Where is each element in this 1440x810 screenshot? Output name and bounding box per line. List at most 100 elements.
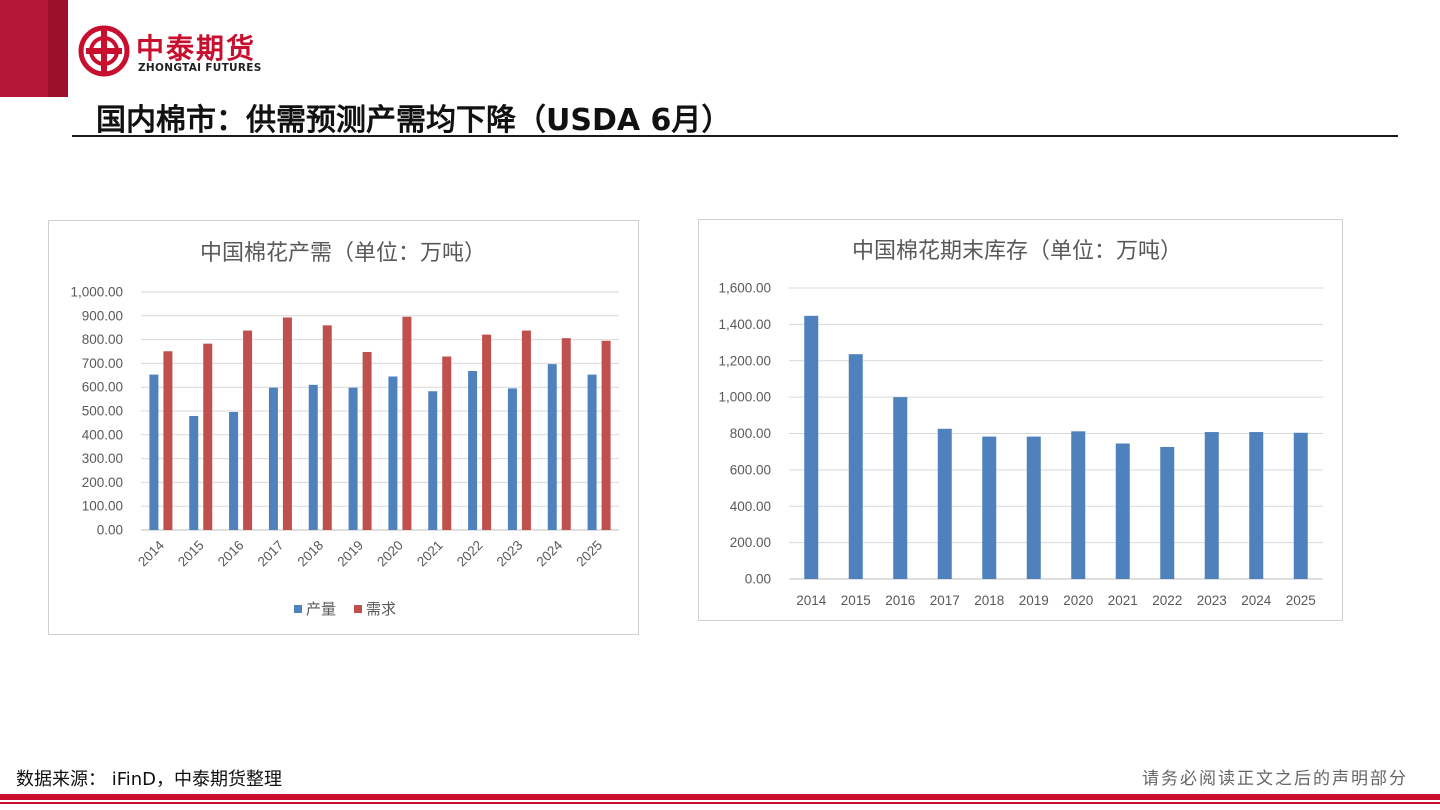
bar-产量-2024 [547, 364, 557, 530]
x-tick-label: 2016 [885, 593, 915, 608]
bar-产量-2025 [587, 374, 597, 530]
company-logo: 中泰期货 ZHONGTAI FUTURES [78, 25, 298, 81]
x-tick-label: 2018 [295, 538, 327, 570]
ending-stocks-chart-svg: 中国棉花期末库存（单位：万吨） 0.00 200.00 400.00 600.00 800… [718, 239, 1323, 608]
x-tick-label: 2020 [1063, 593, 1093, 608]
bar-series-2017 [937, 428, 952, 579]
bar-series-2024 [1249, 432, 1264, 579]
bar-需求-2015 [203, 343, 213, 530]
y-tick-label: 200.00 [730, 535, 771, 550]
bar-需求-2025 [601, 340, 611, 530]
x-tick-label: 2025 [1286, 593, 1316, 608]
title-underline [72, 135, 1398, 137]
x-tick-label: 2021 [1108, 593, 1138, 608]
bar-需求-2022 [482, 334, 492, 530]
y-tick-label: 500.00 [82, 404, 123, 419]
bar-series-2015 [848, 354, 863, 579]
x-tick-label: 2024 [534, 537, 566, 569]
y-tick-label: 600.00 [730, 462, 771, 477]
bar-series-2016 [893, 397, 908, 579]
header-accent-bar-dark [48, 0, 68, 97]
bar-series-2022 [1160, 446, 1175, 579]
page-title: 国内棉市：供需预测产需均下降（USDA 6月） [96, 103, 732, 138]
x-tick-label: 2016 [215, 538, 247, 570]
bar-需求-2023 [521, 330, 531, 530]
chart-title: 中国棉花产需（单位：万吨） [200, 241, 486, 266]
y-tick-label: 1,000.00 [70, 285, 123, 300]
y-tick-label: 800.00 [82, 332, 123, 347]
bar-产量-2019 [348, 387, 358, 530]
legend-swatch [294, 605, 302, 613]
legend-swatch [354, 605, 362, 613]
y-tick-label: 0.00 [97, 523, 123, 538]
chart-title: 中国棉花期末库存（单位：万吨） [852, 239, 1182, 264]
bar-需求-2016 [243, 330, 253, 530]
bar-产量-2022 [468, 371, 478, 530]
y-tick-label: 400.00 [730, 499, 771, 514]
y-tick-label: 1,000.00 [718, 390, 771, 405]
y-tick-label: 0.00 [745, 572, 771, 587]
bar-产量-2020 [388, 376, 398, 530]
y-tick-label: 300.00 [82, 451, 123, 466]
x-tick-label: 2024 [1241, 593, 1272, 608]
ending-stocks-chart: 中国棉花期末库存（单位：万吨） 0.00 200.00 400.00 600.00 800… [698, 219, 1343, 621]
bar-需求-2018 [322, 325, 332, 530]
bar-需求-2019 [362, 351, 372, 530]
y-tick-label: 600.00 [82, 380, 123, 395]
x-tick-label: 2022 [454, 538, 486, 570]
data-source-note: 数据来源： iFinD，中泰期货整理 [16, 769, 283, 790]
y-tick-label: 1,600.00 [718, 281, 771, 296]
production-demand-chart-svg: 中国棉花产需（单位：万吨） 0.00 100.00 200.00 300.00 400.0… [70, 241, 619, 618]
footer-accent-bar [0, 794, 1440, 800]
bar-series-2018 [982, 436, 997, 579]
bar-需求-2024 [561, 338, 571, 530]
bar-需求-2020 [402, 316, 412, 530]
bar-series-2023 [1204, 432, 1219, 579]
x-tick-label: 2014 [135, 537, 167, 569]
bar-产量-2014 [149, 374, 159, 530]
x-tick-label: 2019 [334, 538, 366, 570]
bar-series-2025 [1293, 432, 1308, 579]
x-tick-label: 2025 [573, 538, 605, 570]
y-tick-label: 400.00 [82, 427, 123, 442]
zhongtai-logo-icon [78, 25, 130, 77]
x-tick-label: 2018 [974, 593, 1004, 608]
x-tick-label: 2019 [1019, 593, 1049, 608]
disclaimer-note: 请务必阅读正文之后的声明部分 [1142, 769, 1408, 789]
y-tick-label: 800.00 [730, 426, 771, 441]
y-tick-label: 1,200.00 [718, 353, 771, 368]
bar-产量-2017 [268, 387, 278, 530]
y-tick-label: 700.00 [82, 356, 123, 371]
x-tick-label: 2015 [175, 538, 207, 570]
x-tick-label: 2023 [1197, 593, 1227, 608]
bar-需求-2017 [282, 317, 292, 530]
y-tick-label: 100.00 [82, 499, 123, 514]
bar-series-2014 [804, 315, 819, 579]
logo-english-text: ZHONGTAI FUTURES [138, 62, 262, 74]
y-tick-label: 1,400.00 [718, 317, 771, 332]
bar-series-2019 [1026, 436, 1041, 579]
x-tick-label: 2021 [414, 538, 446, 570]
bar-产量-2018 [308, 384, 318, 530]
production-demand-chart: 中国棉花产需（单位：万吨） 0.00 100.00 200.00 300.00 400.0… [48, 220, 639, 635]
bar-需求-2014 [163, 351, 173, 530]
bar-产量-2015 [189, 415, 199, 530]
y-tick-label: 900.00 [82, 308, 123, 323]
footer-accent-line [0, 802, 1440, 804]
x-tick-label: 2023 [494, 538, 526, 570]
bar-需求-2021 [442, 356, 452, 530]
x-tick-label: 2017 [930, 593, 960, 608]
bar-产量-2016 [229, 411, 239, 530]
legend-label: 产量 [306, 600, 336, 618]
y-tick-label: 200.00 [82, 475, 123, 490]
x-tick-label: 2022 [1152, 593, 1182, 608]
bar-产量-2023 [507, 388, 517, 530]
bar-产量-2021 [428, 391, 438, 530]
bar-series-2021 [1115, 443, 1130, 579]
x-tick-label: 2020 [374, 538, 406, 570]
x-tick-label: 2017 [255, 538, 287, 570]
x-tick-label: 2014 [796, 593, 827, 608]
legend-label: 需求 [366, 600, 396, 618]
bar-series-2020 [1071, 431, 1086, 579]
logo-chinese-text: 中泰期货 [136, 32, 257, 65]
